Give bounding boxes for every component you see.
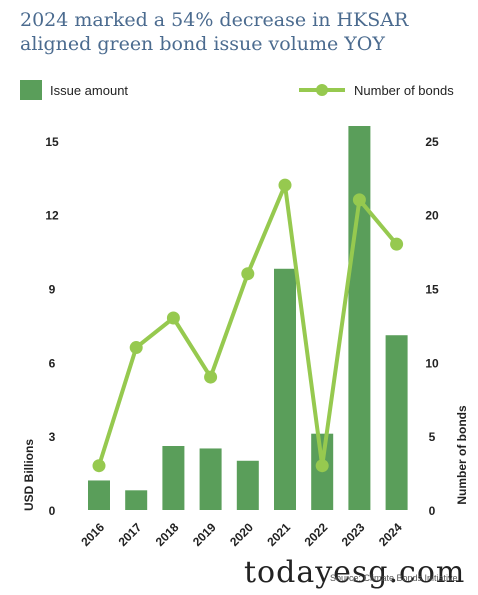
x-tick-label: 2022 [302, 520, 331, 549]
x-tick-label: 2020 [227, 520, 256, 549]
legend-marker-number-of-bonds [316, 84, 328, 96]
y-axis-label-left: USD Billions [22, 439, 36, 511]
y-tick-left: 12 [45, 209, 59, 223]
source-note: Source: Climate Bonds Initiative [330, 573, 458, 583]
legend-label-issue-amount: Issue amount [50, 83, 128, 98]
legend-swatch-issue-amount [20, 80, 42, 100]
point-number-of-bonds-2024 [390, 237, 404, 251]
y-tick-left: 3 [49, 430, 56, 444]
point-number-of-bonds-2022 [315, 459, 329, 473]
point-number-of-bonds-2019 [204, 370, 218, 384]
point-number-of-bonds-2018 [166, 311, 180, 325]
bar-issue-amount-2020 [236, 460, 259, 510]
x-tick-label: 2019 [190, 520, 219, 549]
x-tick-label: 2024 [376, 520, 405, 549]
bar-issue-amount-2017 [125, 490, 148, 510]
x-tick-label: 2017 [116, 520, 145, 549]
y-tick-right: 20 [425, 209, 439, 223]
y-tick-left: 6 [49, 356, 56, 370]
y-axis-label-right: Number of bonds [455, 405, 469, 505]
point-number-of-bonds-2020 [241, 267, 255, 281]
bar-issue-amount-2021 [274, 268, 296, 510]
bar-issue-amount-2023 [348, 126, 371, 510]
watermark: todayesg.com [244, 555, 466, 590]
x-tick-label: 2021 [264, 520, 293, 549]
y-tick-left: 9 [49, 282, 56, 296]
bar-issue-amount-2024 [385, 335, 408, 510]
y-tick-right: 0 [429, 504, 436, 518]
y-tick-right: 5 [429, 430, 436, 444]
y-tick-right: 25 [425, 135, 439, 149]
x-tick-label: 2023 [339, 520, 368, 549]
y-tick-right: 15 [425, 282, 439, 296]
legend-label-number-of-bonds: Number of bonds [354, 83, 454, 98]
y-tick-right: 10 [425, 356, 439, 370]
point-number-of-bonds-2023 [352, 193, 366, 207]
bar-issue-amount-2019 [199, 448, 222, 510]
point-number-of-bonds-2016 [92, 459, 106, 473]
x-tick-label: 2016 [78, 520, 107, 549]
point-number-of-bonds-2017 [129, 341, 143, 355]
y-tick-left: 15 [45, 135, 59, 149]
bar-issue-amount-2016 [88, 480, 110, 510]
y-tick-left: 0 [49, 504, 56, 518]
bar-issue-amount-2018 [162, 446, 185, 510]
point-number-of-bonds-2021 [278, 178, 292, 192]
chart-title: 2024 marked a 54% decrease in HKSAR alig… [20, 9, 409, 55]
x-tick-label: 2018 [153, 520, 182, 549]
